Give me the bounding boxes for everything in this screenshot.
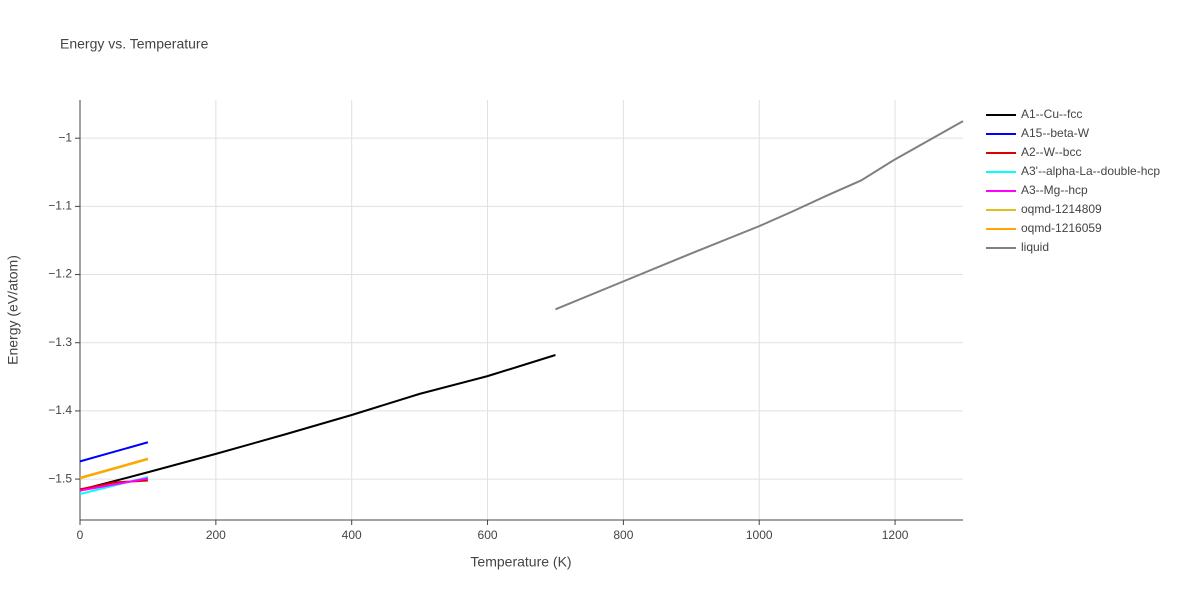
- x-tick-label: 1200: [882, 528, 909, 542]
- line: [555, 120, 964, 311]
- x-tick-label: 1000: [746, 528, 773, 542]
- x-tick-label: 200: [206, 528, 226, 542]
- x-axis-title: Temperature (K): [470, 554, 571, 570]
- line: [79, 477, 149, 492]
- y-tick-label: −1.2: [48, 267, 72, 281]
- x-tick-label: 400: [342, 528, 362, 542]
- legend-label: oqmd-1214809: [1021, 202, 1102, 216]
- y-tick-label: −1: [58, 130, 72, 144]
- legend-label: A15--beta-W: [1021, 126, 1090, 140]
- y-axis-title: Energy (eV/atom): [5, 255, 21, 365]
- line: [79, 354, 556, 491]
- x-tick-label: 600: [478, 528, 498, 542]
- line: [79, 441, 149, 463]
- legend-label: liquid: [1021, 240, 1049, 254]
- x-tick-label: 800: [613, 528, 633, 542]
- y-tick-label: −1.5: [48, 471, 72, 485]
- legend-label: A1--Cu--fcc: [1021, 107, 1082, 121]
- legend-label: A2--W--bcc: [1021, 145, 1081, 159]
- y-tick-label: −1.4: [48, 403, 72, 417]
- legend-label: A3--Mg--hcp: [1021, 183, 1088, 197]
- x-tick-label: 0: [77, 528, 84, 542]
- y-tick-label: −1.1: [48, 199, 72, 213]
- y-tick-label: −1.3: [48, 335, 72, 349]
- legend-label: oqmd-1216059: [1021, 221, 1102, 235]
- legend-label: A3'--alpha-La--double-hcp: [1021, 164, 1160, 178]
- chart-title: Energy vs. Temperature: [60, 36, 209, 52]
- line: [79, 457, 149, 479]
